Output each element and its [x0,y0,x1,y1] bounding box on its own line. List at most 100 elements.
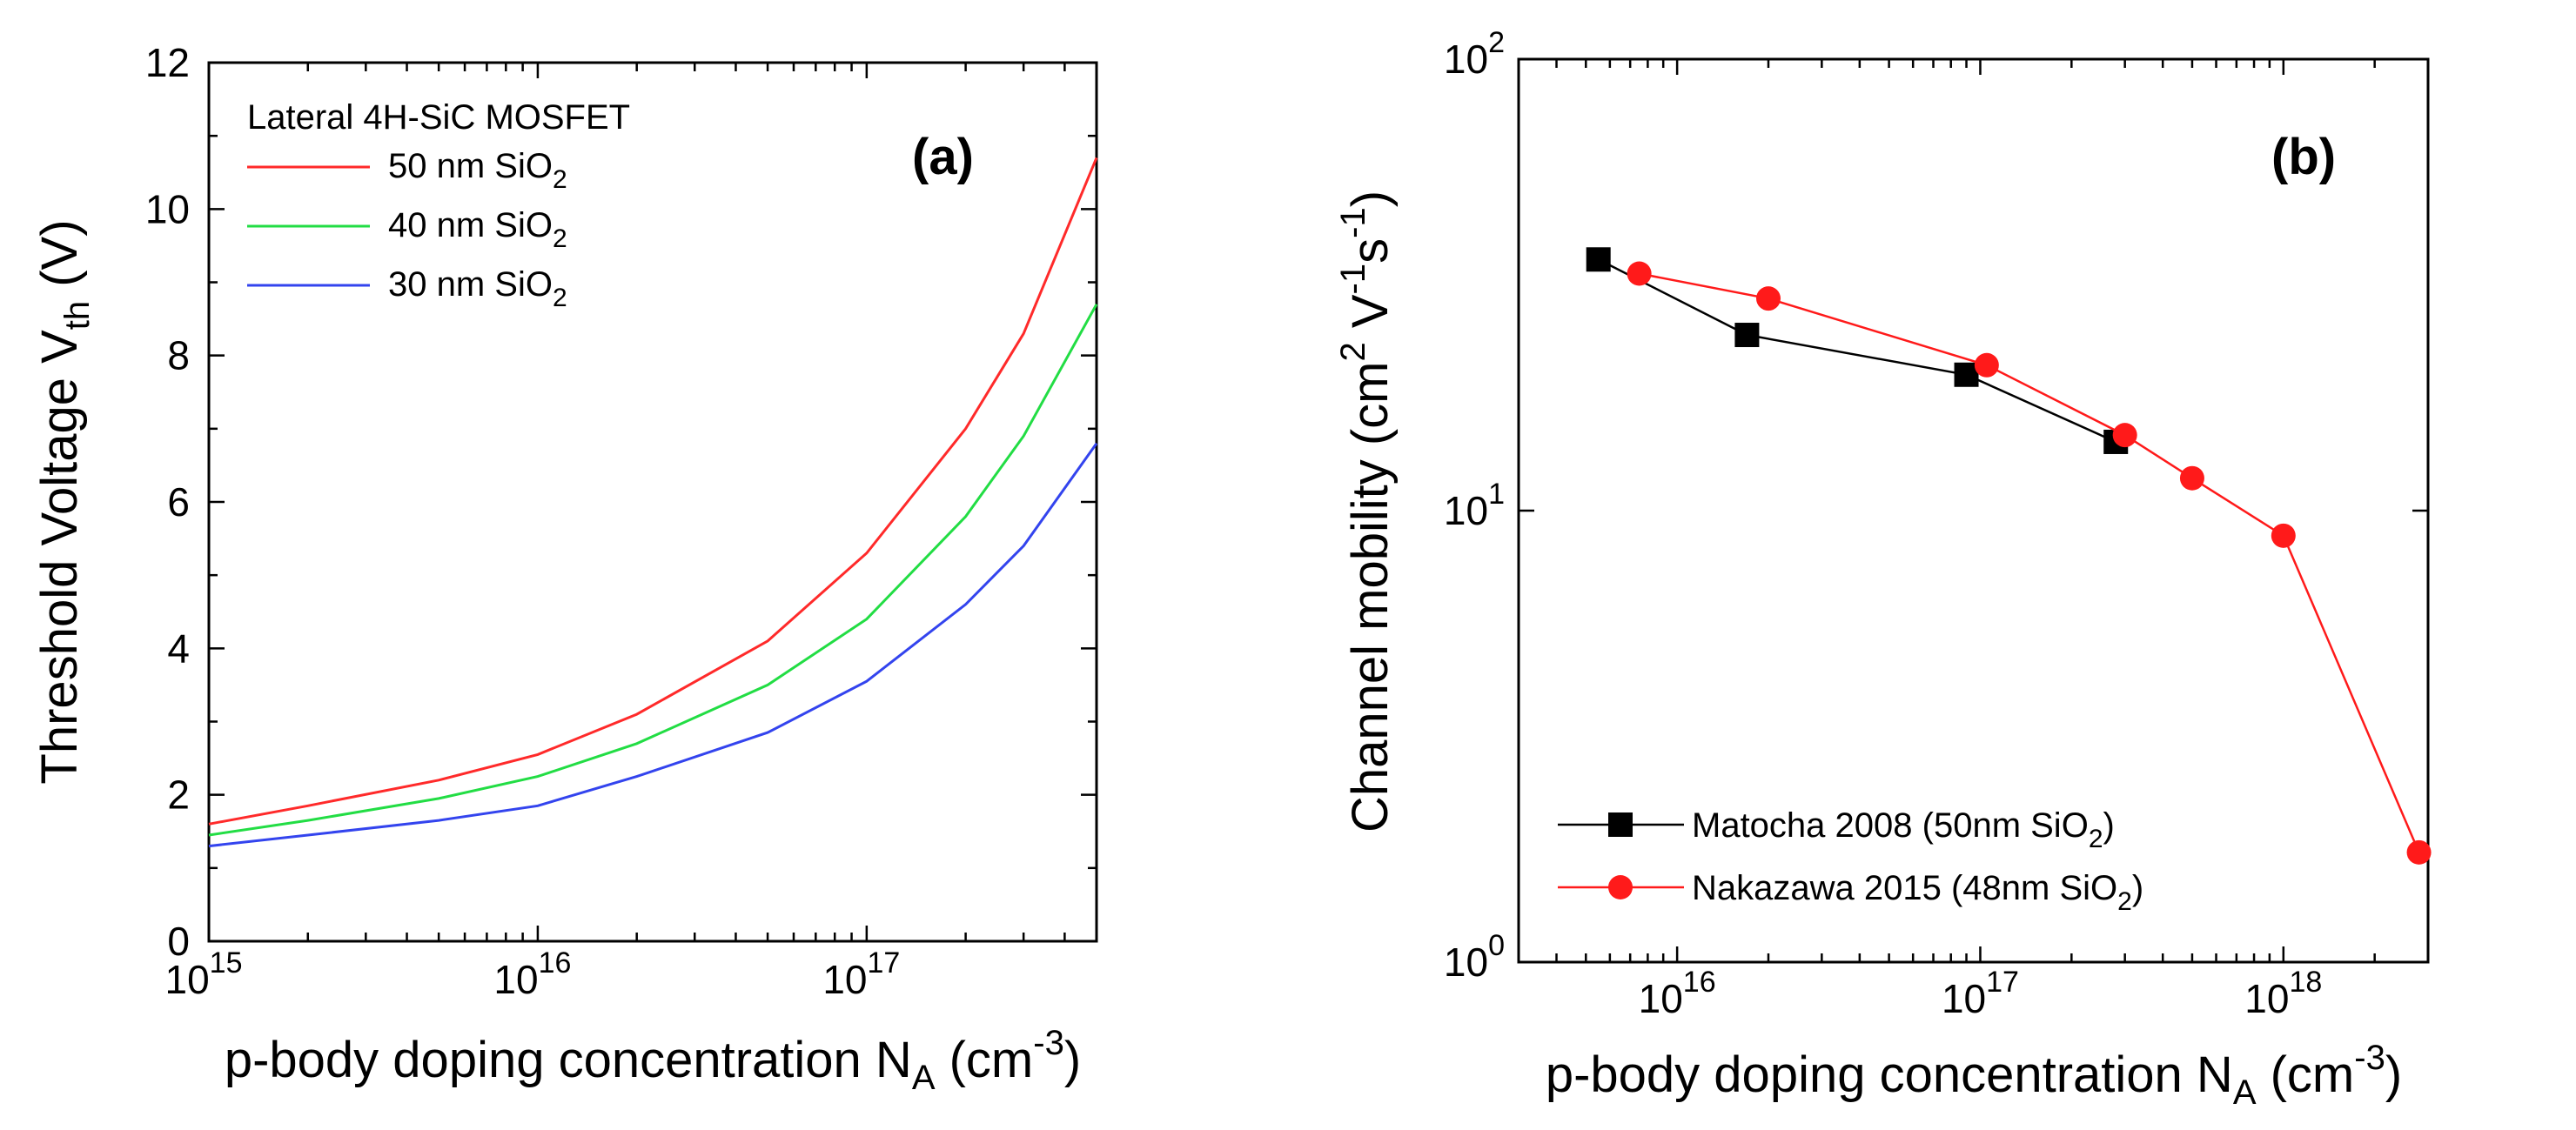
panel-a-x-tick-label-exp: 16 [539,946,572,980]
panel-a-x-axis-title-unit-sup: -3 [1033,1024,1064,1062]
panel-a-x-tick-label-base: 10 [493,957,538,1002]
panel-b-data-point-circle [2179,465,2204,491]
panel-b-x-tick-label-base: 10 [2244,976,2289,1021]
panel-b-x-axis-title-unit-open: (cm [2257,1046,2355,1103]
panel-a-label: (a) [912,129,974,185]
panel-b-y-axis-title-main: Channel mobility (cm [1342,362,1399,833]
panel-b-y-tick-label-exp: 1 [1488,478,1505,511]
panel-b-y-tick-label: 102 [1444,26,1505,82]
panel-b-legend-label-sub: 2 [2089,825,2103,853]
panel-b-x-tick-label: 1017 [1942,966,2019,1021]
panel-b-x-tick-label-base: 10 [1942,976,1986,1021]
panel-b-data-point-circle [1755,286,1781,311]
panel-b-data-point-square [1586,247,1611,272]
panel-a-legend-label-main: 50 nm SiO [388,147,553,185]
panel-b-legend-marker-circle [1608,875,1633,899]
panel-b-x-tick-label-exp: 18 [2289,966,2322,999]
panel-b-y-axis-title-mid: V [1342,294,1399,342]
panel-a-x-tick-label: 1015 [165,946,243,1002]
panel-a-y-tick-label: 4 [167,625,190,671]
panel-a-legend-label-main: 30 nm SiO [388,265,553,304]
panel-b-data-point-circle [2112,423,2137,448]
panel-a-legend-title: Lateral 4H-SiC MOSFET [247,98,630,137]
panel-b-series-group [1586,247,2432,865]
panel-b-series-line-1 [1639,272,2420,853]
panel-b-y-tick-label-base: 10 [1444,37,1488,82]
panel-b-x-tick-label: 1018 [2244,966,2322,1021]
panel-a-series-group [208,157,1098,848]
panel-b-y-axis-title: Channel mobility (cm2 V-1s-1) [1334,191,1399,832]
panel-a-ticks [207,61,1098,943]
panel-b-data-point-circle [2406,839,2432,865]
panel-b-x-axis-title-unit-sup: -3 [2354,1039,2385,1077]
panel-b-legend: Matocha 2008 (50nm SiO2)Nakazawa 2015 (4… [1558,806,2143,916]
panel-a-y-tick-label: 8 [167,333,190,378]
panel-a-plot-frame [207,61,1098,943]
panel-b-y-axis-title-sup2: -1 [1334,264,1372,295]
panel-b-y-tick-label-base: 10 [1444,939,1488,985]
panel-b-y-tick-label-exp: 2 [1488,26,1505,59]
panel-b-series-line-0 [1598,258,2116,444]
panel-b-y-axis-title-mid2: s [1342,238,1399,264]
panel-a-legend-label-sub: 2 [553,224,567,253]
panel-a-legend-label-0: 50 nm SiO2 [388,147,567,194]
panel-a-y-axis-title: Threshold Voltage Vth (V) [31,219,97,784]
panel-a-x-axis-title-unit-close: ) [1064,1032,1081,1088]
panel-b-x-axis-title-sub: A [2233,1073,2257,1112]
panel-b-ticks [1517,57,2430,964]
panel-b-x-tick-label: 1016 [1639,966,1716,1021]
panel-b-data-point-circle [2271,523,2296,548]
panel-b-data-point-square [1954,362,1979,387]
panel-a-legend-label-sub: 2 [553,165,567,194]
panel-b-x-tick-label-exp: 17 [1986,966,2019,999]
panel-a-x-axis-title-sub: A [912,1059,936,1097]
panel-a-x-tick-labels: 1015 1016 1017 [165,946,901,1002]
panel-a-y-tick-label: 0 [167,919,190,964]
panel-b-legend-label-main: Nakazawa 2015 (48nm SiO [1692,869,2117,907]
panel-a-x-axis-title-main: p-body doping concentration N [225,1032,912,1088]
panel-b-label: (b) [2271,129,2336,185]
panel-a-y-axis-title-unit: (V) [31,219,88,300]
panel-a-y-axis-title-main: Threshold Voltage V [31,330,88,785]
panel-a-x-tick-label-exp: 15 [210,946,243,980]
panel-a-x-axis-title: p-body doping concentration NA (cm-3) [225,1024,1081,1097]
panel-b-data-point-square [1734,323,1760,348]
panel-b-legend-label-1: Nakazawa 2015 (48nm SiO2) [1692,869,2143,916]
panel-a-series-line-0 [208,157,1098,826]
panel-b-y-axis-title-close: ) [1342,191,1399,207]
panel-a-x-tick-label-base: 10 [165,957,210,1002]
panel-b-x-axis-title-main: p-body doping concentration N [1546,1046,2233,1103]
panel-b-x-axis-title-unit-close: ) [2385,1046,2402,1103]
panel-a-legend-label-2: 30 nm SiO2 [388,265,567,312]
panel-a-x-tick-label: 1017 [822,946,900,1002]
panel-b-x-axis-title: p-body doping concentration NA (cm-3) [1546,1039,2402,1112]
panel-a-series-line-1 [208,304,1098,837]
panel-b-y-tick-label: 100 [1444,929,1505,985]
panel-a-x-axis-title-unit-open: (cm [936,1032,1034,1088]
panel-a-y-tick-labels: 0 2 4 6 8 10 12 [145,40,190,964]
panel-b-legend-marker-square [1608,812,1633,837]
panel-a-y-tick-label: 6 [167,479,190,525]
panel-a-y-tick-label: 2 [167,772,190,818]
panel-a-x-tick-label: 1016 [493,946,571,1002]
panel-a-legend-label-main: 40 nm SiO [388,206,553,244]
panel-a-y-tick-label: 10 [145,186,190,231]
panel-b-y-tick-label: 101 [1444,478,1505,533]
panel-a-series-line-2 [208,442,1098,848]
panel-b-legend-label-sub: 2 [2117,887,2132,916]
panel-b-legend-label-close: ) [2132,869,2143,907]
panel-b-x-tick-labels: 1016 1017 1018 [1639,966,2323,1021]
panel-a-x-tick-label-base: 10 [822,957,867,1002]
panel-b-y-axis-title-sup1: 2 [1334,342,1372,361]
panel-b-y-tick-label-exp: 0 [1488,929,1505,962]
panel-a-x-tick-label-exp: 17 [868,946,901,980]
panel-a-y-axis-title-sub: th [58,301,97,330]
panel-b-data-point-circle [1974,352,1999,378]
panel-b-x-tick-label-base: 10 [1639,976,1683,1021]
